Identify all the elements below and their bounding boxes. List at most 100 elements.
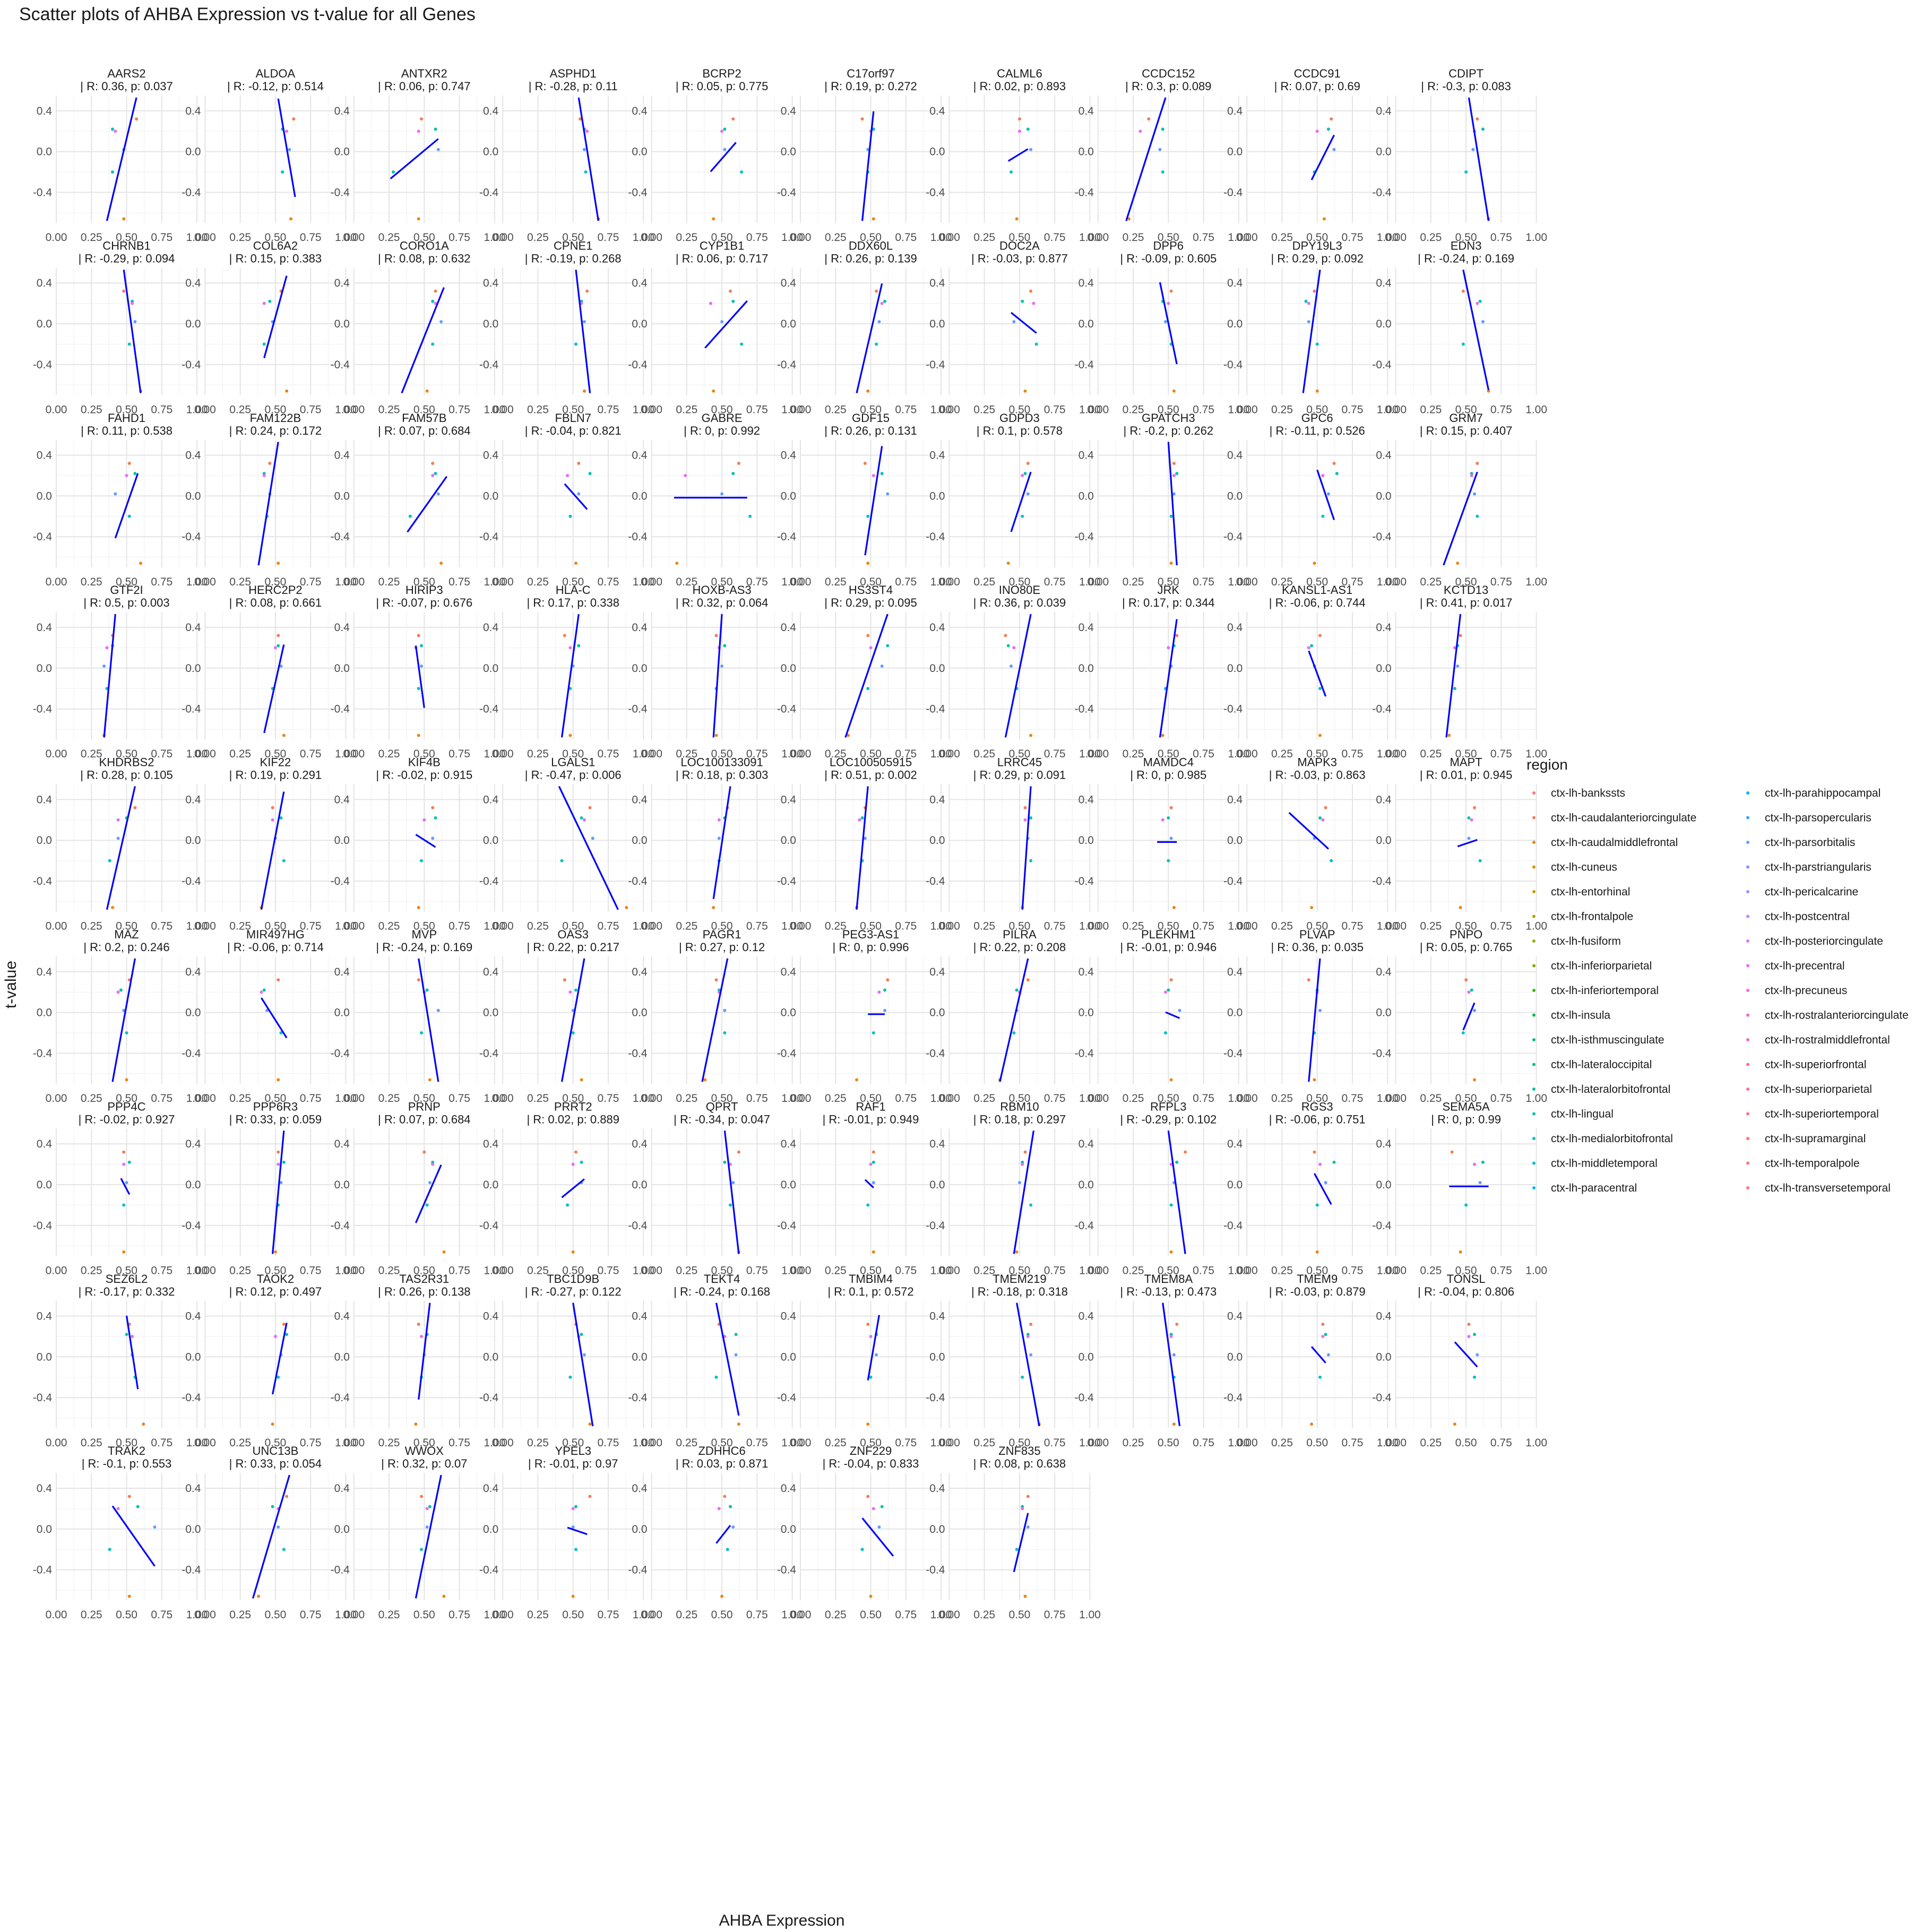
legend-label: ctx-lh-temporalpole <box>1765 1158 1860 1170</box>
panel-kansl1-as1: KANSL1-AS1| R: -0.06, p: 0.7440.40.0-0.4… <box>1223 583 1399 760</box>
x-tick-label: 1.00 <box>781 576 803 588</box>
panel-sez6l2: SEZ6L2| R: -0.17, p: 0.3320.40.0-0.40.00… <box>33 1272 208 1449</box>
x-tick-label: 1.00 <box>1079 403 1101 416</box>
x-tick-label: 0.50 <box>860 1609 882 1621</box>
y-tick-label: 0.4 <box>929 966 945 978</box>
x-tick-label: 0.50 <box>116 231 137 244</box>
y-tick-label: 0.0 <box>781 318 796 330</box>
data-point-ctx-lh-lingual <box>434 816 437 820</box>
x-tick-label: 0.75 <box>300 1264 322 1276</box>
x-tick-label: 0.00 <box>492 920 514 933</box>
x-tick-label: 1.00 <box>930 231 952 244</box>
legend-label: ctx-lh-entorhinal <box>1551 886 1630 898</box>
y-tick-label: -0.4 <box>926 186 945 199</box>
x-tick-label: 0.25 <box>527 231 549 244</box>
data-point-ctx-lh-caudalanteriorcingulate <box>723 1495 727 1498</box>
panel-grid <box>1097 96 1239 223</box>
data-point-ctx-lh-caudalmiddlefrontal <box>125 1078 128 1082</box>
data-point-ctx-lh-caudalmiddlefrontal <box>1313 1078 1316 1082</box>
legend-swatch <box>1532 816 1536 820</box>
x-tick-label: 0.75 <box>1342 403 1364 416</box>
x-tick-label: 0.50 <box>1306 403 1328 416</box>
x-tick-label: 0.00 <box>1087 1437 1109 1449</box>
legend-label: ctx-lh-middletemporal <box>1551 1158 1658 1170</box>
x-tick-label: 1.00 <box>930 403 952 416</box>
x-tick-label: 1.00 <box>781 1609 803 1621</box>
panel-stats-label: | R: 0.15, p: 0.383 <box>229 252 322 265</box>
fit-line <box>575 270 591 393</box>
y-tick-label: 0.4 <box>334 966 350 978</box>
panel-gene-title: EDN3 <box>1451 239 1482 252</box>
panel-stats-label: | R: 0.26, p: 0.138 <box>378 1285 471 1298</box>
x-tick-label: 0.00 <box>641 1092 662 1105</box>
x-tick-label: 0.75 <box>1044 1437 1066 1449</box>
data-point-ctx-lh-medialorbitofrontal <box>568 514 572 518</box>
panel-grid <box>800 612 942 740</box>
x-tick-label: 0.25 <box>229 1092 251 1105</box>
y-tick-label: 0.4 <box>483 1310 499 1323</box>
panel-gene-title: AARS2 <box>107 67 145 80</box>
y-tick-label: -0.4 <box>1372 186 1392 199</box>
fit-line <box>1004 614 1032 738</box>
data-point-ctx-lh-caudalmiddlefrontal <box>866 562 870 565</box>
data-point-ctx-lh-caudalmiddlefrontal <box>1172 1422 1176 1426</box>
data-point-ctx-lh-caudalmiddlefrontal <box>574 562 577 565</box>
data-point-ctx-lh-parsorbitalis <box>439 320 443 324</box>
panel-c17orf97: C17orf97| R: 0.19, p: 0.2720.40.0-0.40.0… <box>777 67 952 244</box>
legend-item-ctx-lh-transversetemporal: ctx-lh-transversetemporal <box>1746 1182 1891 1194</box>
y-tick-label: -0.4 <box>182 875 201 887</box>
x-tick-label: 0.25 <box>1123 576 1144 588</box>
data-point-ctx-lh-medialorbitofrontal <box>1478 859 1482 862</box>
data-point-ctx-lh-precentral <box>1021 474 1024 477</box>
x-tick-label: 0.00 <box>1236 748 1258 760</box>
x-tick-label: 0.00 <box>1236 1437 1258 1449</box>
x-tick-label: 0.00 <box>641 403 662 416</box>
x-tick-label: 0.75 <box>448 1264 470 1276</box>
y-tick-label: 0.0 <box>1079 146 1094 158</box>
x-tick-label: 0.00 <box>938 748 960 760</box>
panel-grid <box>1097 612 1239 740</box>
panel-stats-label: | R: 0.29, p: 0.091 <box>973 769 1066 782</box>
data-point-ctx-lh-caudalmiddlefrontal <box>271 1422 274 1426</box>
fit-line <box>1288 812 1329 850</box>
y-tick-label: 0.0 <box>185 834 201 847</box>
data-point-ctx-lh-lingual <box>285 1333 289 1336</box>
x-tick-label: 0.00 <box>492 1609 514 1621</box>
data-point-ctx-lh-precentral <box>571 1507 575 1511</box>
data-point-ctx-lh-medialorbitofrontal <box>566 1203 570 1207</box>
data-point-ctx-lh-caudalanteriorcingulate <box>127 1495 131 1498</box>
panel-grid <box>1246 439 1388 567</box>
y-tick-label: 0.4 <box>483 277 499 289</box>
y-tick-label: -0.4 <box>33 1564 53 1576</box>
x-tick-label: 0.50 <box>116 403 137 416</box>
legend-item-ctx-lh-lateralorbitofrontal: ctx-lh-lateralorbitofrontal <box>1532 1083 1670 1096</box>
x-tick-label: 0.75 <box>1044 920 1066 933</box>
y-tick-label: 0.4 <box>1079 1138 1094 1150</box>
legend-swatch <box>1532 1137 1536 1140</box>
legend-label: ctx-lh-lateralorbitofrontal <box>1551 1083 1670 1096</box>
panel-gene-title: HERC2P2 <box>248 583 302 597</box>
data-point-ctx-lh-caudalmiddlefrontal <box>1029 734 1033 737</box>
x-tick-label: 0.75 <box>895 1437 917 1449</box>
y-tick-label: 0.4 <box>781 1310 797 1323</box>
data-point-ctx-lh-parsorbitalis <box>734 1353 738 1357</box>
x-tick-label: 0.00 <box>46 576 67 588</box>
data-point-ctx-lh-medialorbitofrontal <box>1034 342 1038 346</box>
panel-gene-title: FAM57B <box>402 411 446 425</box>
x-tick-label: 0.50 <box>116 1264 137 1276</box>
panel-gene-title: LOC100505915 <box>830 756 912 769</box>
fit-line <box>418 958 439 1082</box>
y-tick-label: -0.4 <box>1075 359 1094 371</box>
y-tick-label: 0.0 <box>632 662 647 675</box>
data-point-ctx-lh-medialorbitofrontal <box>1012 1031 1016 1034</box>
data-point-ctx-lh-precentral <box>116 1507 120 1511</box>
x-tick-label: 0.25 <box>1271 920 1293 933</box>
y-tick-label: 0.0 <box>483 490 498 502</box>
fit-line <box>577 97 599 221</box>
panel-stats-label: | R: -0.34, p: 0.047 <box>674 1112 770 1126</box>
y-tick-label: 0.0 <box>334 318 350 330</box>
